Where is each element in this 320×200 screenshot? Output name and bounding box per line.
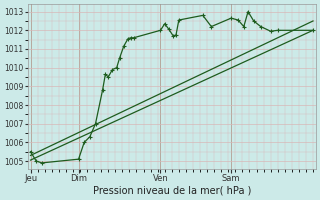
X-axis label: Pression niveau de la mer( hPa ): Pression niveau de la mer( hPa ) <box>92 186 251 196</box>
